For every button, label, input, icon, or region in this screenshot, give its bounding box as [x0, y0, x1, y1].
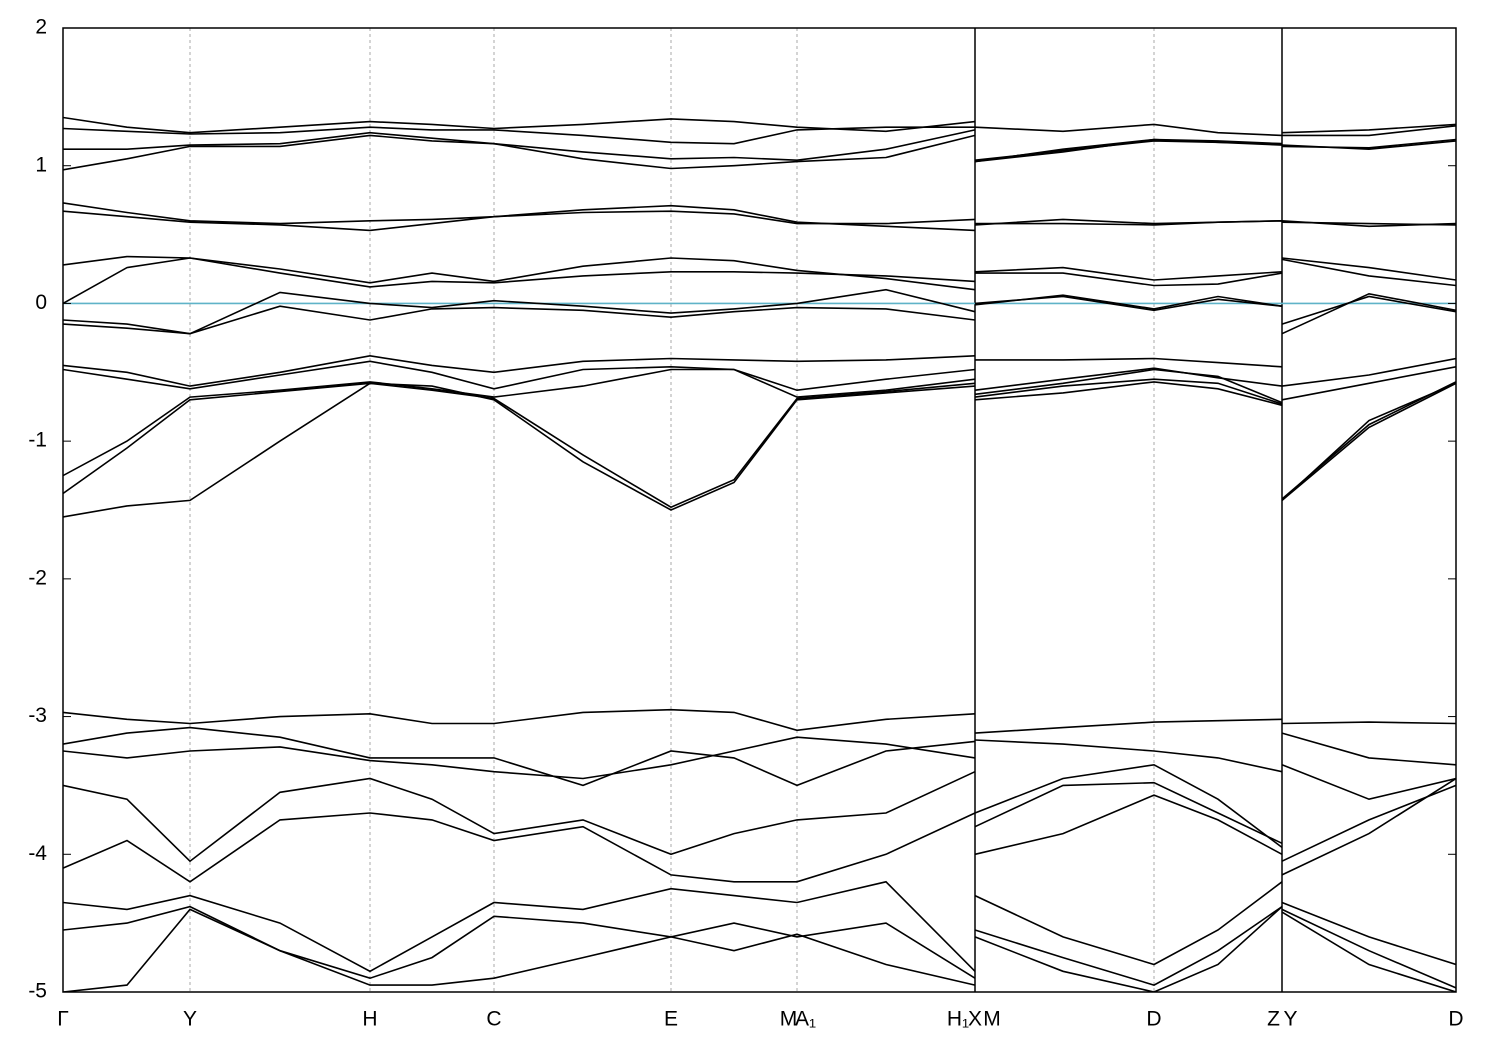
band-line	[63, 210, 1456, 232]
x-tick-label: H₁	[947, 1008, 969, 1031]
band-line	[63, 116, 1456, 137]
x-tick-label: M	[780, 1008, 798, 1031]
x-tick-label: C	[486, 1008, 501, 1031]
y-tick-label: -5	[28, 980, 47, 1003]
y-tick-label: -3	[28, 704, 47, 727]
x-tick-label: A₁	[795, 1008, 816, 1031]
band-line	[63, 726, 1456, 787]
y-tick-label: 0	[35, 291, 47, 314]
band-line	[63, 880, 1456, 973]
band-line	[63, 354, 1456, 387]
band-line	[63, 708, 1456, 734]
plot-frame	[62, 27, 1457, 993]
band-line	[63, 288, 1456, 335]
y-tick-label: -1	[28, 429, 47, 452]
x-tick-label: X	[968, 1008, 982, 1031]
x-tick-label: Y	[1283, 1008, 1297, 1031]
x-tick-label: D	[1146, 1008, 1161, 1031]
band-line	[63, 134, 1456, 171]
y-tick-label: -2	[28, 566, 47, 589]
grid-layer	[189, 28, 1283, 992]
x-tick-label: Y	[183, 1008, 197, 1031]
y-tick-label: -4	[28, 842, 47, 865]
x-tick-label: E	[664, 1008, 678, 1031]
band-line	[63, 736, 1456, 849]
x-tick-label: M	[983, 1008, 1001, 1031]
band-line	[63, 257, 1456, 305]
band-line	[63, 905, 1456, 989]
band-line	[63, 906, 1456, 992]
band-line	[63, 378, 1456, 509]
band-line	[63, 777, 1456, 883]
y-tick-label: 1	[35, 153, 47, 176]
band-line	[63, 368, 1456, 502]
x-tick-label: D	[1448, 1008, 1463, 1031]
band-line	[63, 295, 1456, 335]
bands-layer	[63, 28, 1456, 992]
band-line	[63, 770, 1456, 863]
x-tick-label: Γ	[57, 1008, 69, 1031]
band-line	[63, 255, 1456, 291]
band-line	[63, 360, 1456, 401]
y-tick-label: 2	[35, 16, 47, 39]
x-tick-label: H	[362, 1008, 377, 1031]
band-line	[63, 202, 1456, 232]
band-line	[63, 381, 1456, 518]
x-tick-label: Z	[1267, 1008, 1280, 1031]
